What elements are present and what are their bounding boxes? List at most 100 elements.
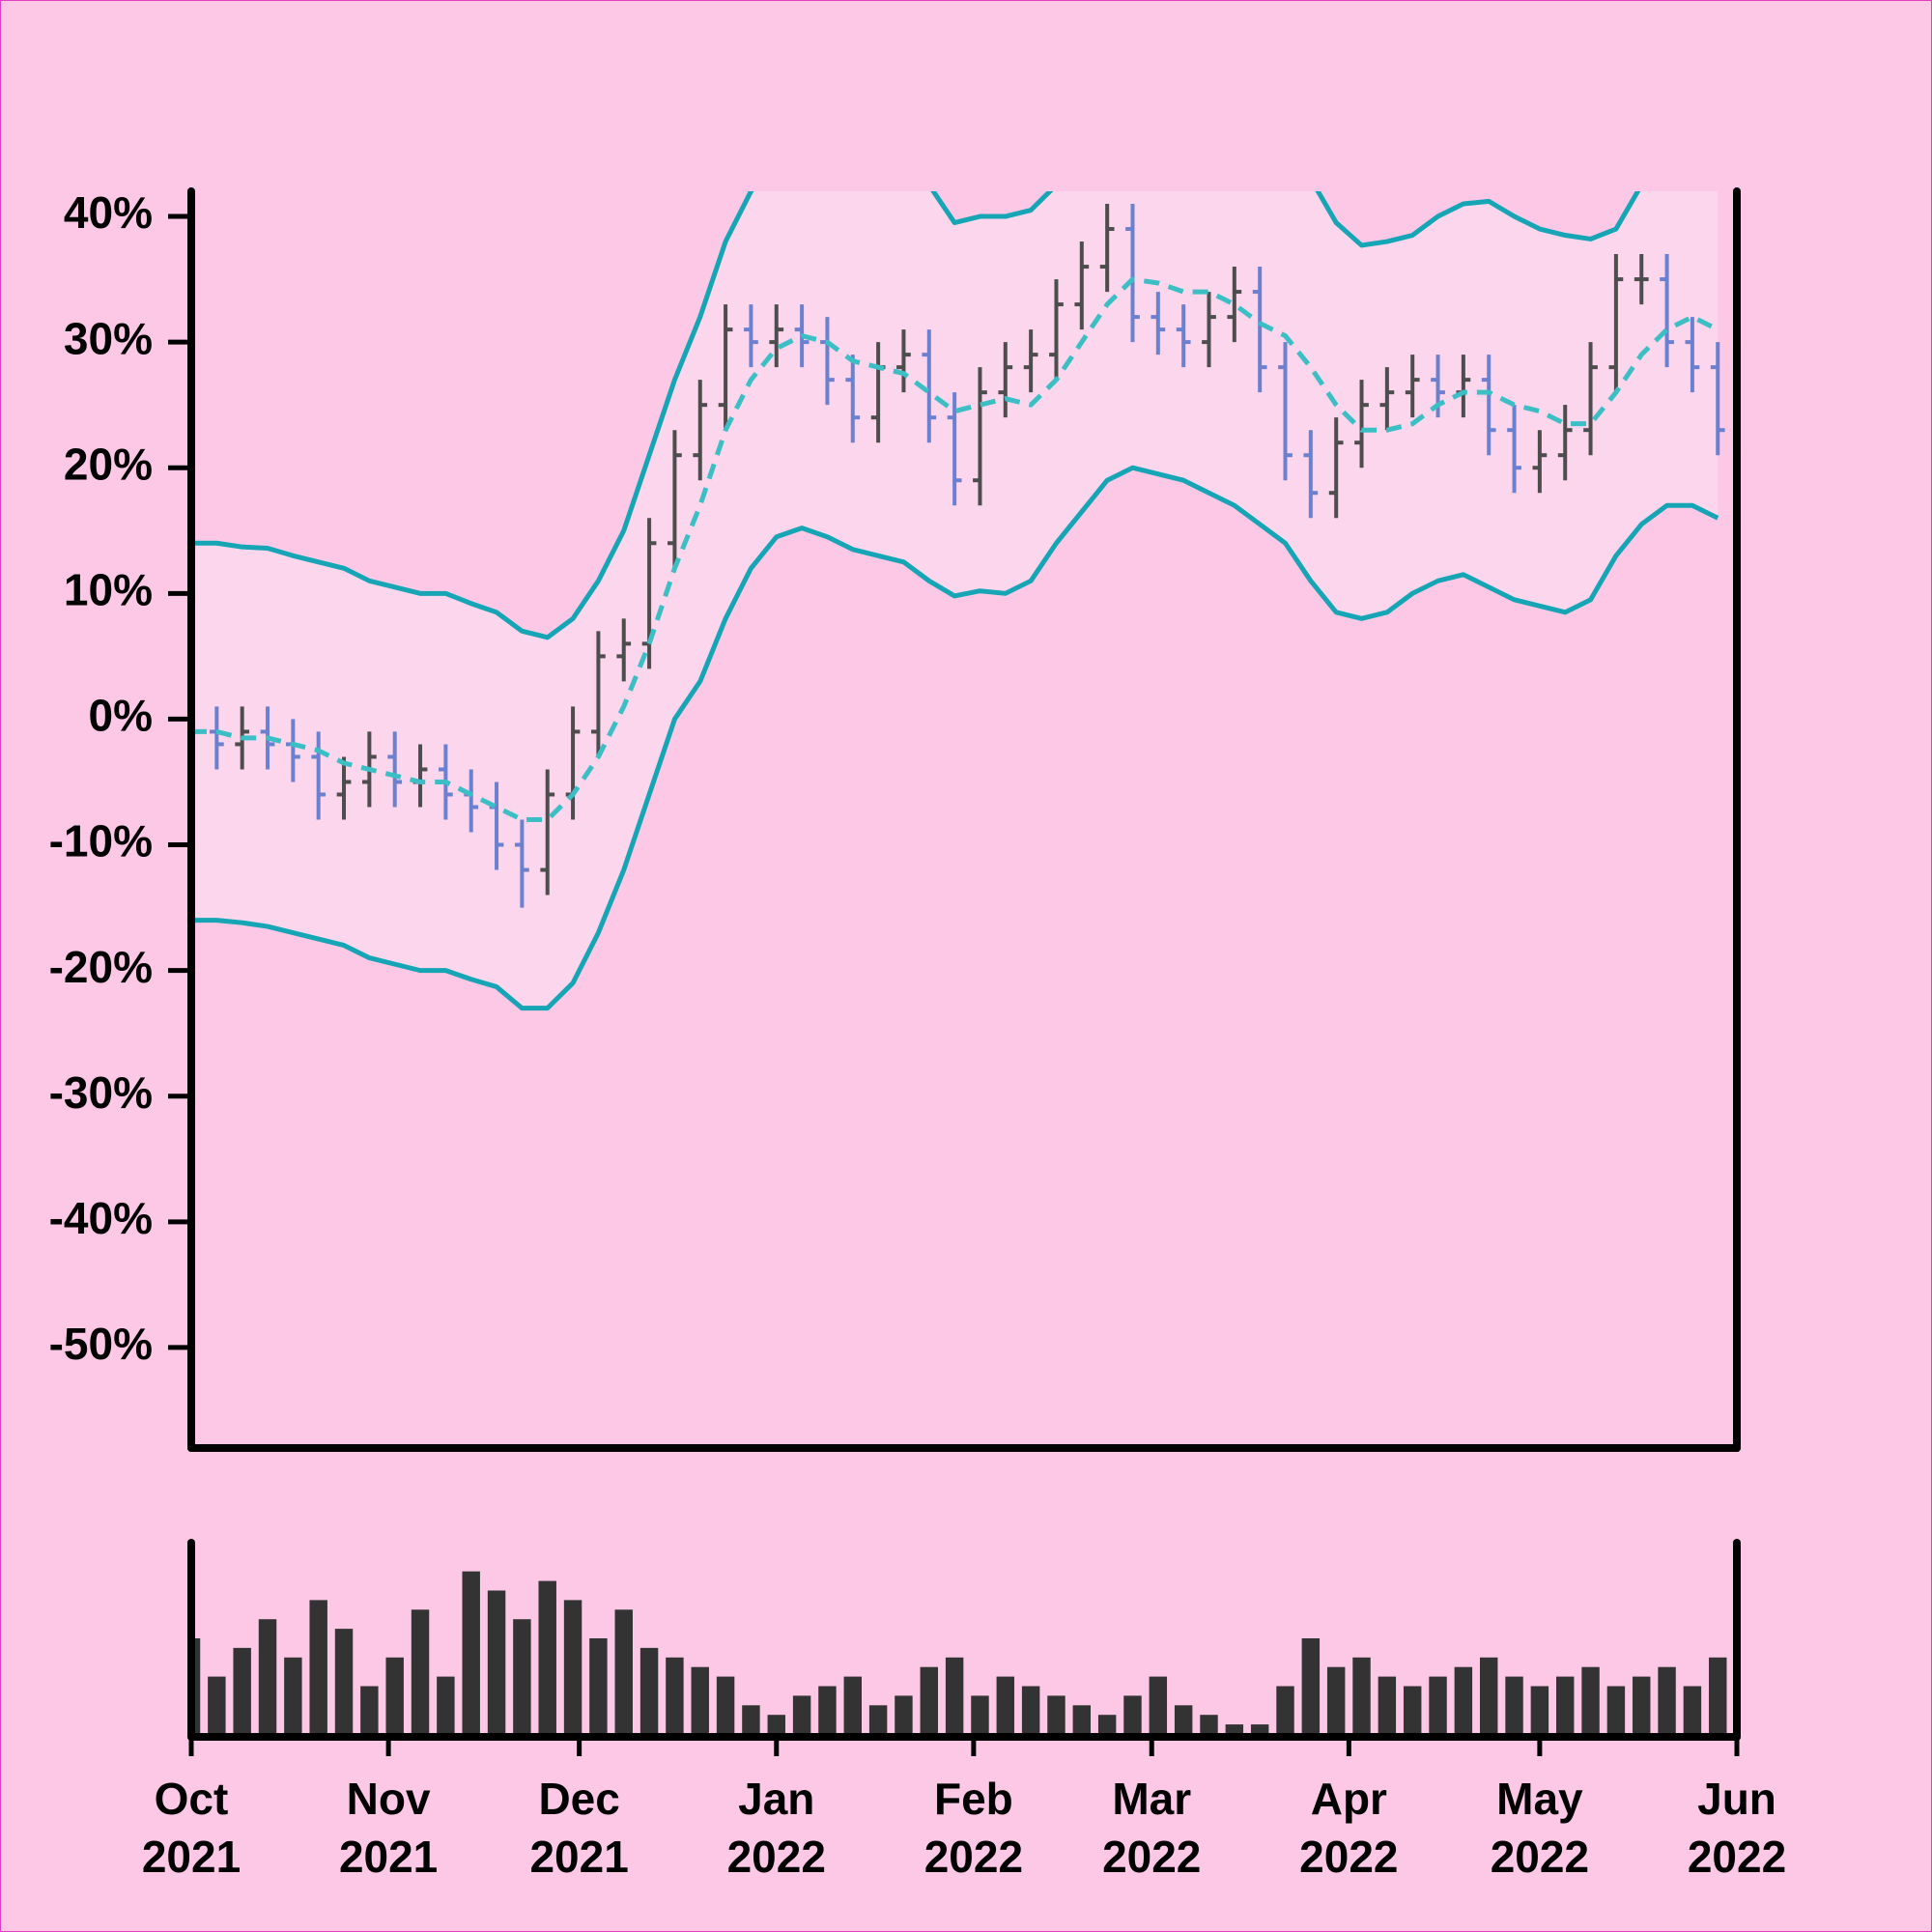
volume-bar [462, 1571, 480, 1734]
volume-bar [195, 1638, 201, 1734]
x-tick-label-line: 2022 [727, 1832, 826, 1882]
y-tick-label: 40% [64, 187, 153, 238]
volume-bar [1021, 1686, 1040, 1734]
volume-bar [1301, 1638, 1321, 1734]
volume-bar [1174, 1705, 1193, 1734]
y-tick-label: 10% [64, 564, 153, 614]
volume-bar [1403, 1686, 1422, 1734]
x-tick-label: Mar 2022 [1102, 1774, 1201, 1882]
y-tick-label: 20% [64, 439, 153, 489]
x-tick-label-line: 2021 [529, 1832, 628, 1882]
volume-bar [1072, 1705, 1092, 1734]
x-tick-label-line: Feb [934, 1774, 1013, 1824]
volume-bar [666, 1657, 684, 1734]
volume-bar [1581, 1666, 1600, 1734]
volume-bar [1378, 1676, 1397, 1734]
volume-bar [1276, 1686, 1294, 1734]
volume-bar [1352, 1657, 1371, 1734]
volume-bar [334, 1629, 354, 1734]
volume-bar [411, 1609, 430, 1734]
volume-bar [1479, 1657, 1498, 1734]
x-tick-label: Nov 2021 [339, 1774, 438, 1882]
volume-bar [1429, 1676, 1447, 1734]
volume-bar [843, 1676, 862, 1734]
volume-bar [971, 1695, 989, 1734]
x-tick-label-line: Jun [1697, 1774, 1776, 1824]
price-plot [191, 191, 1725, 1011]
volume-bar [691, 1666, 709, 1734]
x-tick-label: Jan 2022 [727, 1774, 826, 1882]
x-tick-label-line: 2022 [1299, 1832, 1398, 1882]
x-tick-label-line: 2021 [142, 1832, 241, 1882]
volume-bar [868, 1705, 888, 1734]
volume-bar [437, 1676, 455, 1734]
volume-bar [208, 1676, 226, 1734]
volume-bar [818, 1686, 837, 1734]
x-tick-label: Apr 2022 [1299, 1774, 1398, 1882]
x-tick-label: May 2022 [1491, 1774, 1589, 1882]
x-tick-label-line: 2022 [1688, 1832, 1786, 1882]
volume-bar [258, 1619, 277, 1734]
y-tick-label: -30% [49, 1067, 153, 1118]
x-tick-label-line: 2022 [1491, 1832, 1589, 1882]
volume-bar [1454, 1666, 1473, 1734]
volume-bar [309, 1600, 327, 1734]
volume-bar [284, 1657, 302, 1734]
volume-bar [1505, 1676, 1523, 1734]
x-tick-label-line: Jan [738, 1774, 814, 1824]
volume-bar [563, 1600, 582, 1734]
volume-bar [895, 1695, 913, 1734]
y-tick-label: -20% [49, 942, 153, 992]
volume-bar [639, 1647, 659, 1734]
x-tick-label: Dec 2021 [529, 1774, 628, 1882]
x-tick-label-line: Oct [155, 1774, 229, 1824]
volume-bar [233, 1647, 251, 1734]
x-tick-label: Oct 2021 [142, 1774, 241, 1882]
volume-bar [1709, 1657, 1727, 1734]
x-tick-label-line: Dec [538, 1774, 619, 1824]
x-tick-label-line: Nov [347, 1774, 431, 1824]
volume-bar [1097, 1715, 1117, 1734]
volume-bar [716, 1676, 735, 1734]
volume-bar [1225, 1724, 1244, 1734]
y-tick-label: 30% [64, 313, 153, 363]
volume-bar [742, 1705, 760, 1734]
volume-bar [513, 1619, 531, 1734]
volume-bar [945, 1657, 964, 1734]
x-tick-label: Jun 2022 [1688, 1774, 1786, 1882]
y-tick-label: -10% [49, 816, 153, 867]
volume-bar [1250, 1724, 1269, 1734]
band-middle [191, 276, 1719, 822]
volume-bar [487, 1590, 506, 1734]
x-tick-label-line: Mar [1112, 1774, 1191, 1824]
volume-bar [1683, 1686, 1702, 1734]
volume-bar [614, 1609, 633, 1734]
x-tick-label-line: May [1496, 1774, 1583, 1824]
y-tick-label: -40% [49, 1193, 153, 1243]
x-tick-label-line: 2021 [339, 1832, 438, 1882]
band-upper [191, 191, 1641, 640]
volume-bar [1556, 1676, 1575, 1734]
x-tick-label-line: Apr [1311, 1774, 1387, 1824]
volume-bar [1530, 1686, 1549, 1734]
x-tick-label-line: 2022 [924, 1832, 1023, 1882]
y-tick-label: 0% [89, 691, 153, 741]
volume-bar [1326, 1666, 1346, 1734]
volume-bar [1123, 1695, 1142, 1734]
volume-bar [1047, 1695, 1065, 1734]
volume-bar [385, 1657, 404, 1734]
x-tick-label-line: 2022 [1102, 1832, 1201, 1882]
volume-bar [1149, 1676, 1168, 1734]
volume-bar [920, 1666, 939, 1734]
volume-bar [792, 1695, 811, 1734]
volume-bar [538, 1580, 556, 1734]
volume-bar [1658, 1666, 1676, 1734]
axes [187, 187, 1741, 1741]
volume-bar [360, 1686, 379, 1734]
x-tick-label: Feb 2022 [924, 1774, 1023, 1882]
volume-bar [1606, 1686, 1626, 1734]
volume-bar [1200, 1715, 1218, 1734]
volume-bar [1633, 1676, 1651, 1734]
